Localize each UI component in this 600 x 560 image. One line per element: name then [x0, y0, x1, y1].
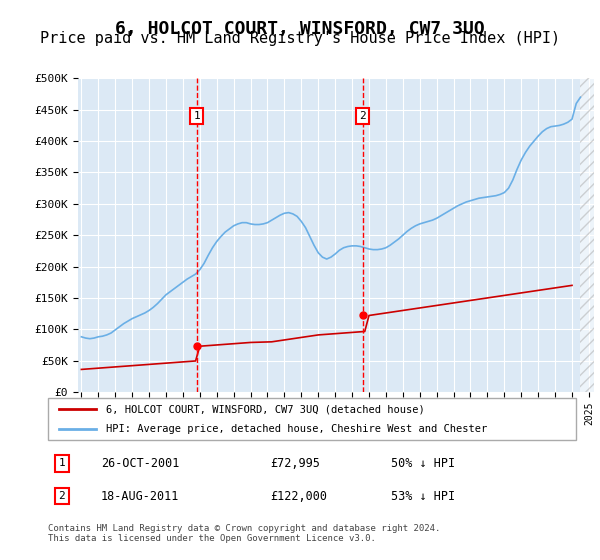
Text: 6, HOLCOT COURT, WINSFORD, CW7 3UQ (detached house): 6, HOLCOT COURT, WINSFORD, CW7 3UQ (deta…	[106, 404, 425, 414]
Bar	[580, 78, 594, 392]
Text: £72,995: £72,995	[270, 457, 320, 470]
Text: 2: 2	[59, 491, 65, 501]
Text: 2: 2	[359, 111, 366, 121]
Text: £122,000: £122,000	[270, 489, 327, 503]
Text: 50% ↓ HPI: 50% ↓ HPI	[391, 457, 455, 470]
Text: Contains HM Land Registry data © Crown copyright and database right 2024.
This d: Contains HM Land Registry data © Crown c…	[48, 524, 440, 543]
Text: 26-OCT-2001: 26-OCT-2001	[101, 457, 179, 470]
Text: 1: 1	[59, 459, 65, 468]
Text: 6, HOLCOT COURT, WINSFORD, CW7 3UQ: 6, HOLCOT COURT, WINSFORD, CW7 3UQ	[115, 20, 485, 38]
Text: 18-AUG-2011: 18-AUG-2011	[101, 489, 179, 503]
Text: Price paid vs. HM Land Registry's House Price Index (HPI): Price paid vs. HM Land Registry's House …	[40, 31, 560, 46]
Text: HPI: Average price, detached house, Cheshire West and Chester: HPI: Average price, detached house, Ches…	[106, 424, 487, 434]
FancyBboxPatch shape	[48, 398, 576, 440]
Text: 53% ↓ HPI: 53% ↓ HPI	[391, 489, 455, 503]
Text: 1: 1	[193, 111, 200, 121]
